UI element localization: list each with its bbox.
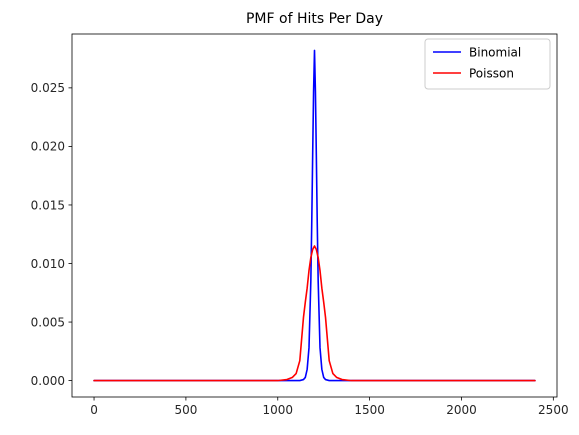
legend: Binomial Poisson <box>424 38 551 90</box>
series-layer <box>93 49 536 382</box>
y-tick-label: 0.000 <box>31 374 65 388</box>
chart-title: PMF of Hits Per Day <box>246 11 383 27</box>
plot-area <box>71 33 558 398</box>
x-tick-label: 500 <box>174 403 197 417</box>
y-tick-label: 0.005 <box>31 315 65 329</box>
x-tick-label: 0 <box>90 403 98 417</box>
series-line-poisson <box>93 245 536 382</box>
x-tick-label: 2000 <box>446 403 477 417</box>
y-tick-label: 0.015 <box>31 198 65 212</box>
legend-label-poisson: Poisson <box>469 66 514 80</box>
series-line-binomial <box>93 49 536 382</box>
x-axis: 0 500 1000 1500 2000 2500 <box>90 397 569 417</box>
plot-frame <box>71 33 558 398</box>
y-tick-label: 0.020 <box>31 140 65 154</box>
x-tick-label: 2500 <box>538 403 569 417</box>
y-axis: 0.000 0.005 0.010 0.015 0.020 0.025 <box>31 81 72 388</box>
y-tick-label: 0.010 <box>31 257 65 271</box>
legend-label-binomial: Binomial <box>469 45 521 59</box>
y-tick-label: 0.025 <box>31 81 65 95</box>
x-tick-label: 1000 <box>262 403 293 417</box>
x-tick-label: 1500 <box>354 403 385 417</box>
